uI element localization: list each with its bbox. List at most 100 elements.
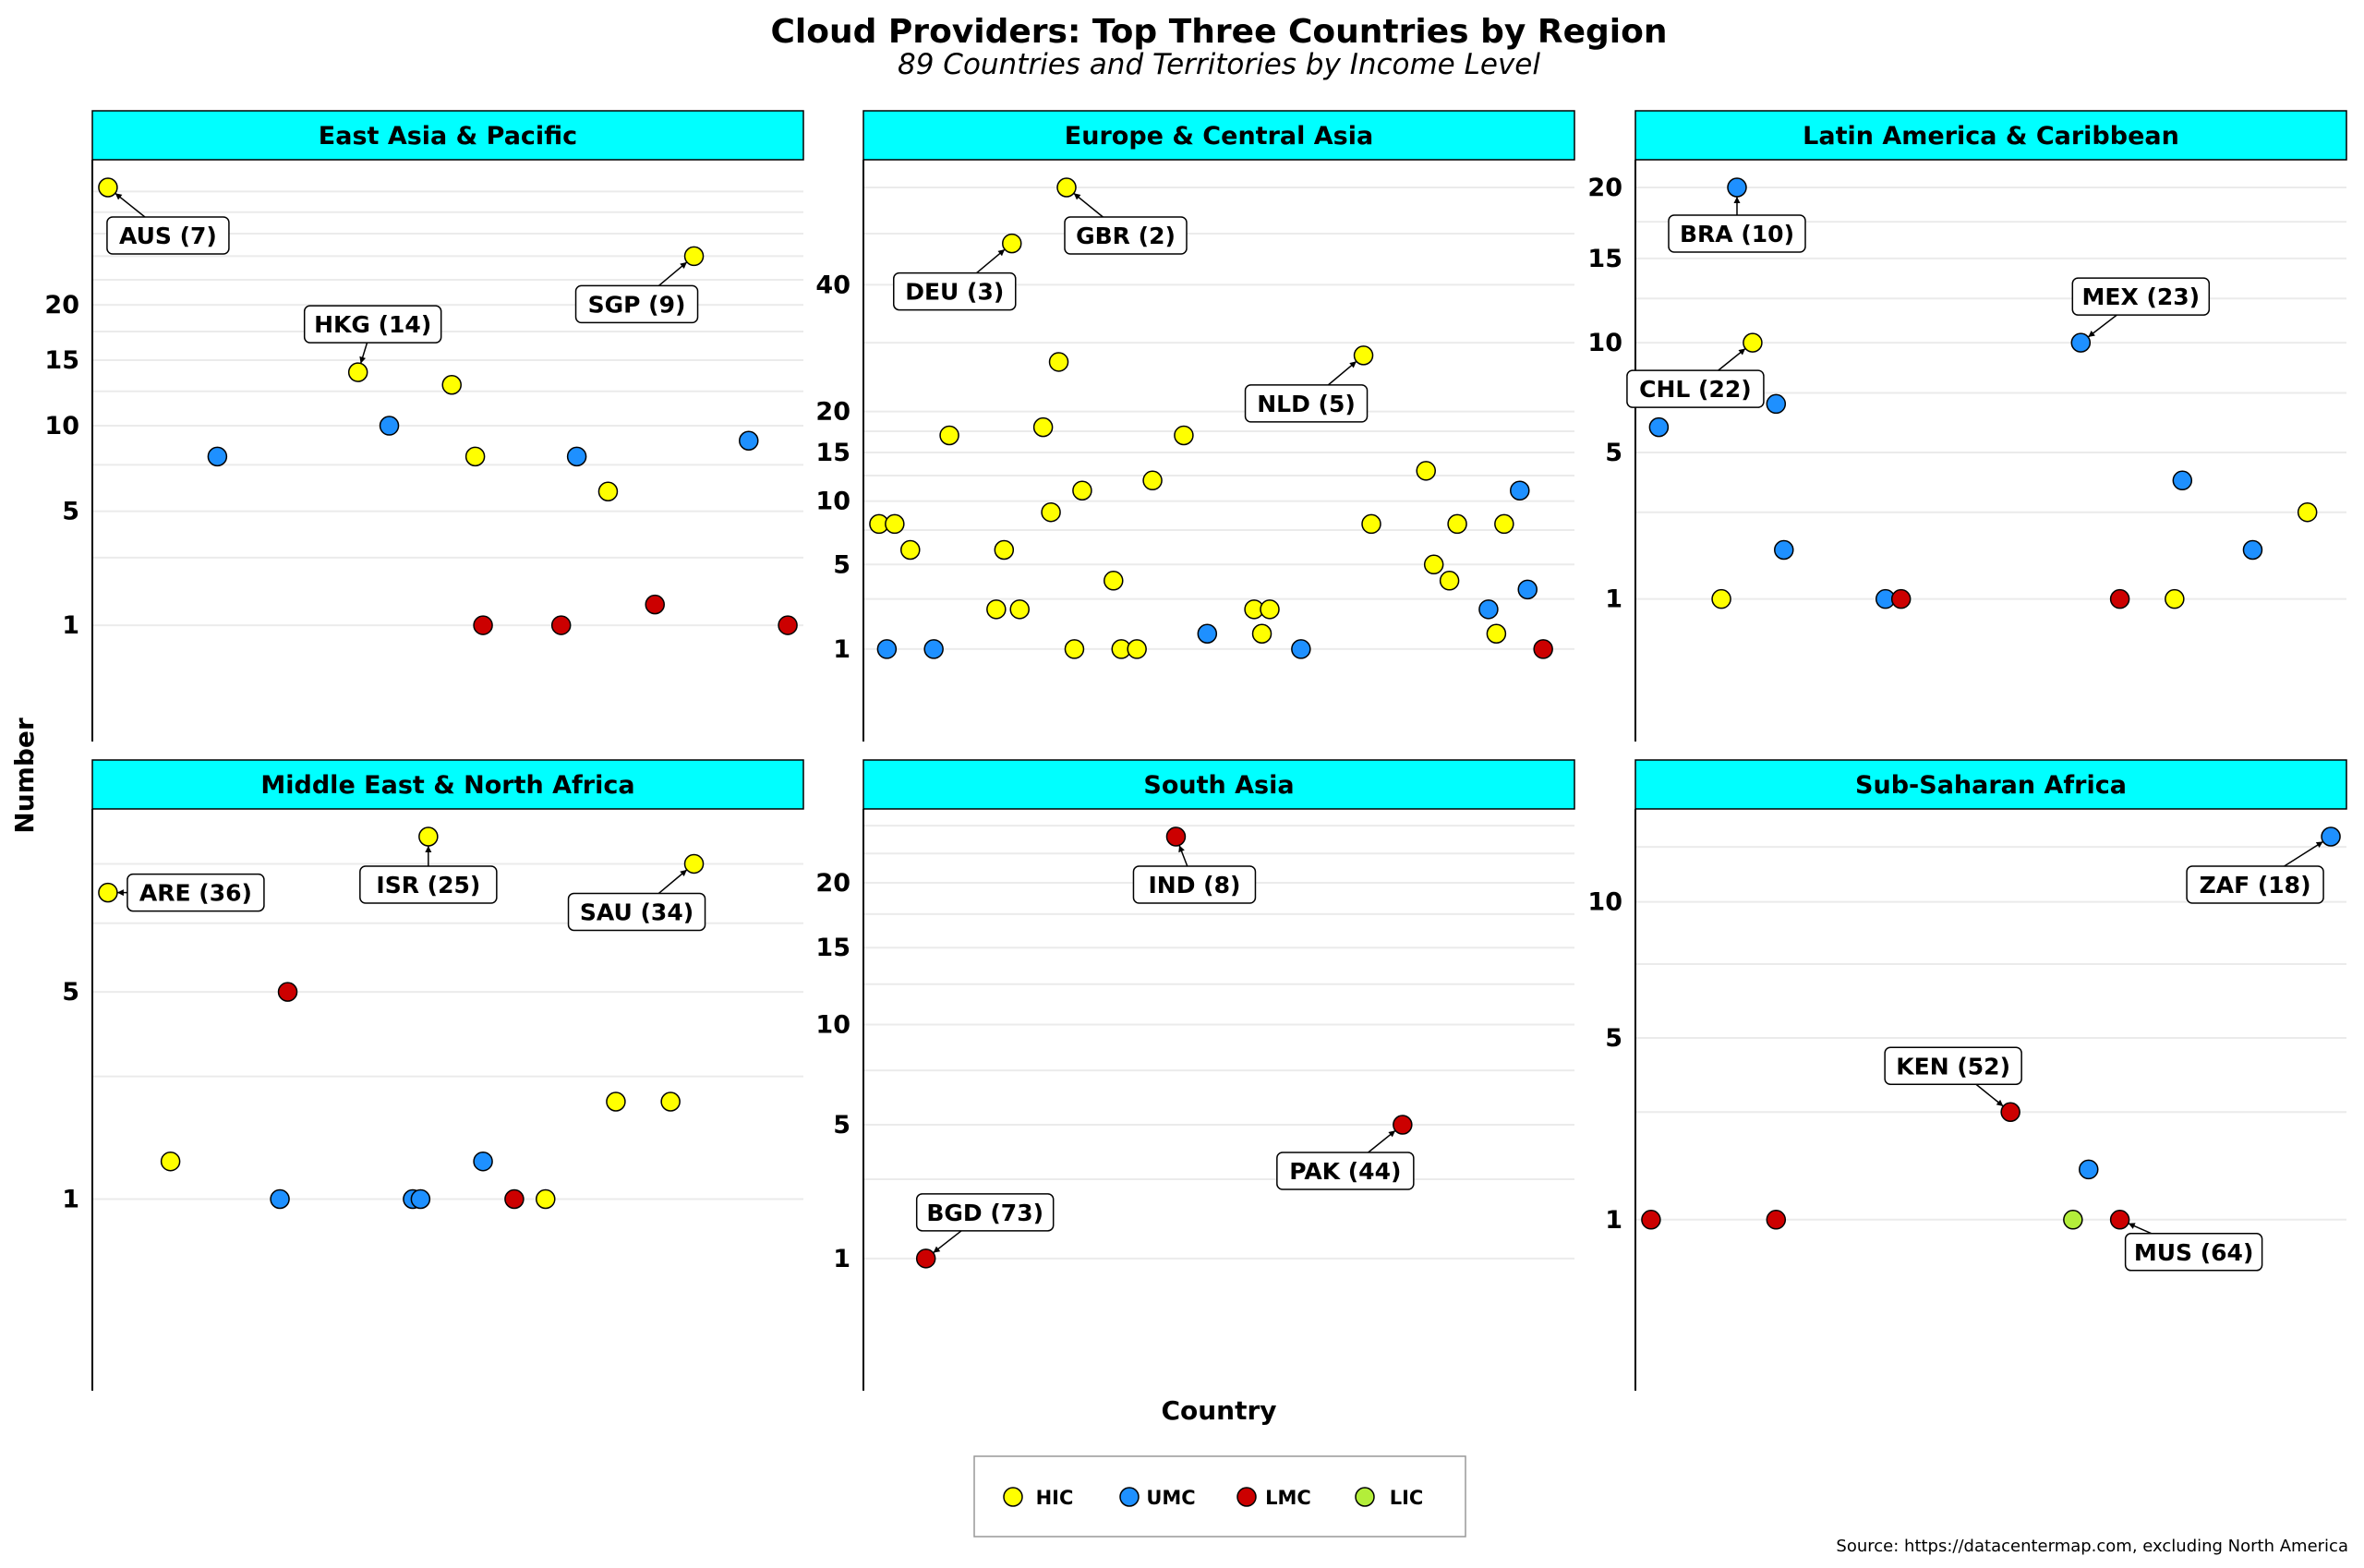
point-label-east-asia-pacific: AUS (7) xyxy=(119,223,217,249)
point-europe-central-asia xyxy=(1251,623,1272,644)
point-label-sub-saharan-africa: ZAF (18) xyxy=(2200,872,2311,899)
label-arrow-east-asia-pacific xyxy=(359,356,367,364)
strip-label-europe-central-asia: Europe & Central Asia xyxy=(1065,122,1373,151)
point-label-middle-east-north-africa: ARE (36) xyxy=(139,880,252,907)
strip-sub-saharan-africa xyxy=(1634,759,2347,810)
label-box-europe-central-asia xyxy=(1064,216,1188,255)
chart-subtitle: 89 Countries and Territories by Income L… xyxy=(898,48,1540,81)
point-label-sub-saharan-africa: MUS (64) xyxy=(2134,1239,2254,1266)
y-tick-label-east-asia-pacific: 10 xyxy=(44,412,79,440)
chart-title: Cloud Providers: Top Three Countries by … xyxy=(771,13,1668,51)
legend-label-hic: HIC xyxy=(1036,1487,1074,1509)
y-tick-label-europe-central-asia: 10 xyxy=(815,488,850,516)
legend-label-umc: UMC xyxy=(1146,1487,1195,1509)
point-east-asia-pacific xyxy=(550,615,572,635)
label-arrow-south-asia xyxy=(1388,1130,1396,1138)
point-label-south-asia: BGD (73) xyxy=(926,1200,1043,1226)
point-east-asia-pacific xyxy=(473,615,493,635)
y-tick-label-middle-east-north-africa: 5 xyxy=(62,978,79,1007)
point-sub-saharan-africa xyxy=(2079,1159,2099,1180)
point-latin-america-caribbean xyxy=(2297,501,2318,523)
point-east-asia-pacific xyxy=(347,362,368,382)
y-tick-label-europe-central-asia: 20 xyxy=(815,398,850,427)
label-box-sub-saharan-africa xyxy=(1884,1046,2022,1086)
y-tick-label-europe-central-asia: 40 xyxy=(815,271,850,299)
y-tick-label-sub-saharan-africa: 1 xyxy=(1605,1206,1622,1235)
label-box-middle-east-north-africa xyxy=(359,865,498,904)
point-label-south-asia: PAK (44) xyxy=(1289,1158,1401,1185)
y-tick-label-south-asia: 20 xyxy=(815,869,850,898)
y-tick-label-middle-east-north-africa: 1 xyxy=(62,1185,79,1213)
point-middle-east-north-africa xyxy=(660,1092,681,1112)
point-sub-saharan-africa xyxy=(2000,1102,2020,1123)
point-middle-east-north-africa xyxy=(683,853,705,874)
y-tick-label-south-asia: 10 xyxy=(815,1010,850,1039)
label-arrow-latin-america-caribbean xyxy=(1733,197,1741,203)
y-tick-label-south-asia: 15 xyxy=(815,934,850,962)
point-middle-east-north-africa xyxy=(410,1188,431,1210)
point-europe-central-asia xyxy=(1486,623,1507,644)
label-box-europe-central-asia xyxy=(893,271,1017,311)
point-middle-east-north-africa xyxy=(98,882,118,903)
point-europe-central-asia xyxy=(939,425,959,446)
point-east-asia-pacific xyxy=(464,446,486,467)
point-latin-america-caribbean xyxy=(1711,588,1731,609)
legend-box xyxy=(973,1455,1466,1538)
label-arrow-europe-central-asia xyxy=(997,249,1006,257)
point-middle-east-north-africa xyxy=(418,826,439,847)
point-sub-saharan-africa xyxy=(2321,826,2341,847)
y-tick-label-east-asia-pacific: 1 xyxy=(62,611,79,640)
point-middle-east-north-africa xyxy=(277,982,298,1002)
strip-label-middle-east-north-africa: Middle East & North Africa xyxy=(260,771,634,800)
point-europe-central-asia xyxy=(1041,501,1061,523)
y-tick-label-south-asia: 1 xyxy=(833,1245,850,1273)
y-axis-title: Number xyxy=(9,718,40,834)
point-europe-central-asia xyxy=(1353,345,1374,366)
strip-label-south-asia: South Asia xyxy=(1143,771,1294,800)
y-tick-label-east-asia-pacific: 20 xyxy=(44,291,79,320)
point-europe-central-asia xyxy=(1478,599,1499,620)
point-latin-america-caribbean xyxy=(1648,416,1670,438)
point-south-asia xyxy=(1393,1115,1413,1135)
label-box-latin-america-caribbean xyxy=(2071,277,2211,316)
label-arrow-middle-east-north-africa xyxy=(680,869,687,877)
label-arrow-europe-central-asia xyxy=(1349,361,1357,368)
point-east-asia-pacific xyxy=(441,374,462,395)
panel-middle-east-north-africa: 1 5 Middle East & North Africa ARE (36) ISR … xyxy=(62,759,804,1391)
legend: HIC UMC LMC LIC xyxy=(973,1455,1466,1538)
point-europe-central-asia xyxy=(1032,416,1054,438)
label-arrow-south-asia xyxy=(1178,845,1185,853)
legend-key-hic xyxy=(1003,1487,1023,1507)
point-east-asia-pacific xyxy=(566,446,587,467)
point-europe-central-asia xyxy=(1291,639,1311,659)
strip-east-asia-pacific xyxy=(91,110,804,161)
point-latin-america-caribbean xyxy=(2242,539,2263,561)
point-label-latin-america-caribbean: BRA (10) xyxy=(1680,221,1794,247)
point-europe-central-asia xyxy=(885,513,905,535)
label-arrow-middle-east-north-africa xyxy=(425,846,432,852)
strip-label-east-asia-pacific: East Asia & Pacific xyxy=(319,122,577,151)
label-box-south-asia xyxy=(1132,865,1257,904)
point-europe-central-asia xyxy=(1439,571,1460,591)
label-arrow-europe-central-asia xyxy=(1073,193,1081,200)
strip-middle-east-north-africa xyxy=(91,759,804,810)
label-box-east-asia-pacific xyxy=(106,216,230,255)
y-tick-label-latin-america-caribbean: 5 xyxy=(1605,439,1622,467)
label-box-latin-america-caribbean xyxy=(1668,214,1806,253)
point-label-europe-central-asia: DEU (3) xyxy=(905,279,1004,306)
point-europe-central-asia xyxy=(1142,470,1163,491)
point-latin-america-caribbean xyxy=(1774,539,1794,561)
legend-key-lmc xyxy=(1236,1487,1257,1507)
point-europe-central-asia xyxy=(923,639,944,659)
point-sub-saharan-africa xyxy=(2109,1210,2130,1230)
point-latin-america-caribbean xyxy=(2109,588,2130,609)
point-latin-america-caribbean xyxy=(1727,177,1747,198)
y-tick-label-east-asia-pacific: 5 xyxy=(62,498,79,526)
point-middle-east-north-africa xyxy=(160,1151,181,1172)
label-arrow-east-asia-pacific xyxy=(115,193,123,200)
point-latin-america-caribbean xyxy=(2172,470,2193,491)
y-tick-label-latin-america-caribbean: 10 xyxy=(1587,329,1622,357)
